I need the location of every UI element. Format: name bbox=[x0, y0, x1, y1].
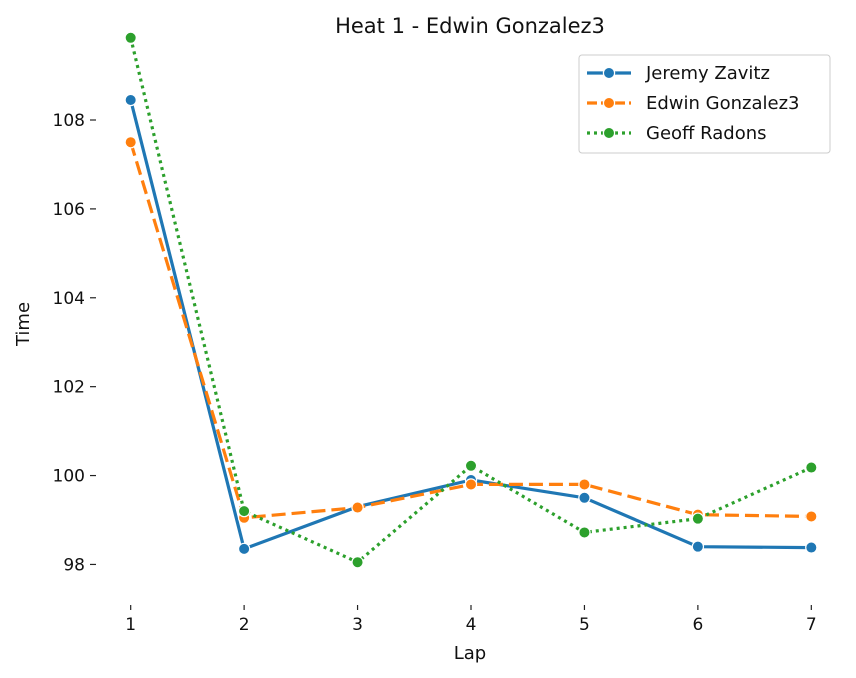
legend-marker bbox=[602, 96, 616, 110]
legend-item: Jeremy Zavitz bbox=[587, 63, 770, 84]
legend-label: Jeremy Zavitz bbox=[645, 63, 770, 84]
data-point bbox=[237, 542, 251, 556]
x-tick-label: 2 bbox=[239, 615, 250, 635]
data-point bbox=[578, 491, 591, 504]
data-point bbox=[351, 556, 364, 569]
chart-title: Heat 1 - Edwin Gonzalez3 bbox=[335, 14, 605, 38]
legend-item: Edwin Gonzalez3 bbox=[587, 93, 799, 114]
x-tick-label: 7 bbox=[806, 615, 817, 635]
data-point bbox=[464, 459, 478, 472]
data-point bbox=[805, 510, 818, 523]
legend: Jeremy Zavitz Edwin Gonzalez3 Geoff Radons bbox=[578, 54, 831, 154]
data-point bbox=[237, 504, 251, 518]
y-tick-label: 108 bbox=[53, 111, 85, 131]
series-layer bbox=[124, 31, 818, 569]
data-point bbox=[124, 93, 137, 107]
legend-label: Geoff Radons bbox=[646, 123, 767, 144]
x-axis: 1 2 3 4 5 6 7 bbox=[125, 605, 817, 635]
y-tick-label: 98 bbox=[63, 555, 85, 575]
y-axis: 98 100 102 104 106 108 bbox=[53, 111, 96, 575]
series-group bbox=[124, 31, 818, 569]
data-point bbox=[578, 526, 591, 539]
legend-marker bbox=[602, 66, 616, 80]
data-point bbox=[124, 31, 137, 44]
data-point bbox=[691, 540, 705, 553]
y-tick-label: 100 bbox=[53, 467, 85, 487]
x-tick-label: 1 bbox=[125, 615, 136, 635]
x-tick-label: 4 bbox=[466, 615, 477, 635]
legend-label: Edwin Gonzalez3 bbox=[646, 93, 799, 114]
data-point bbox=[691, 512, 705, 525]
data-point bbox=[124, 136, 137, 149]
data-point bbox=[805, 541, 818, 554]
data-point bbox=[578, 478, 591, 491]
x-tick-label: 5 bbox=[579, 615, 590, 635]
y-tick-label: 102 bbox=[53, 378, 85, 398]
y-axis-label: Time bbox=[13, 302, 34, 347]
y-tick-label: 104 bbox=[53, 289, 85, 309]
x-tick-label: 3 bbox=[352, 615, 363, 635]
data-point bbox=[464, 478, 478, 491]
x-axis-label: Lap bbox=[454, 643, 486, 664]
data-point bbox=[351, 501, 364, 514]
legend-item: Geoff Radons bbox=[587, 123, 767, 144]
legend-marker bbox=[602, 126, 616, 140]
y-tick-label: 106 bbox=[53, 200, 85, 220]
x-tick-label: 6 bbox=[692, 615, 703, 635]
data-point bbox=[805, 461, 818, 474]
legend-box bbox=[578, 54, 831, 154]
